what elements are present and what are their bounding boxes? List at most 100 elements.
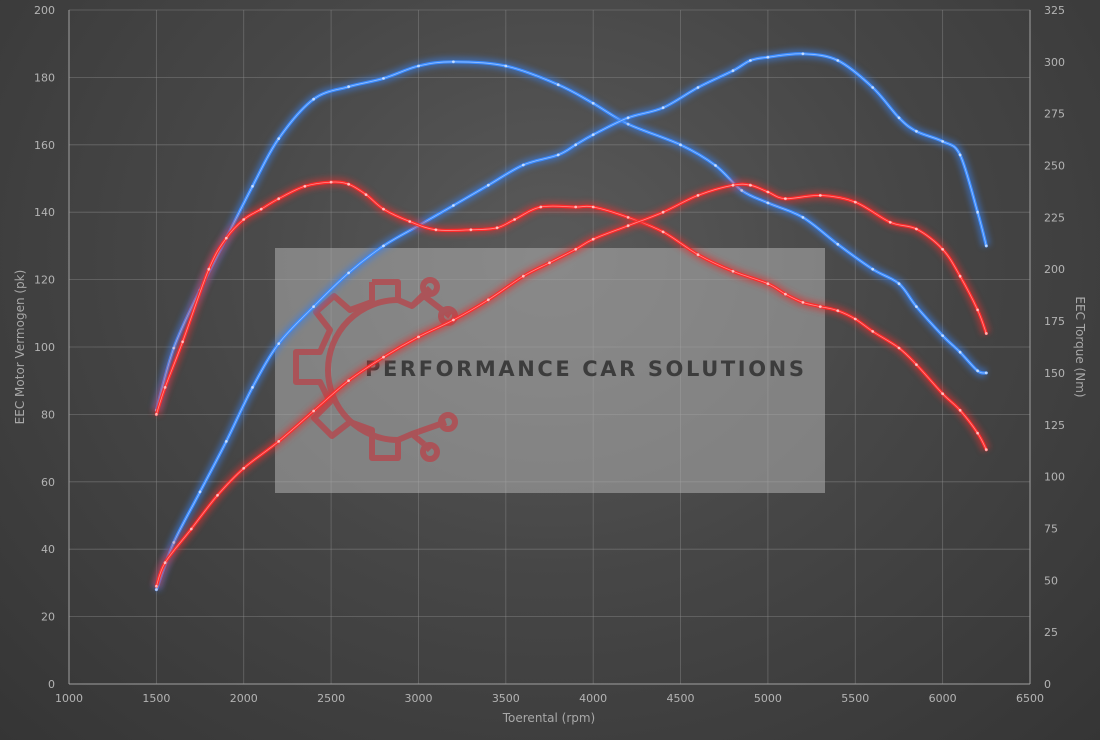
series-layer — [152, 49, 991, 592]
red-left-series — [152, 179, 991, 588]
data-point — [766, 55, 770, 59]
data-point — [224, 440, 228, 443]
y-tick-label: 80 — [41, 408, 55, 421]
series-highlight — [156, 61, 987, 411]
x-tick-label: 3500 — [492, 692, 520, 705]
data-point — [163, 561, 167, 565]
data-point — [626, 116, 630, 120]
data-point — [251, 386, 254, 389]
y2-tick-label: 175 — [1044, 315, 1065, 328]
red-right-series — [152, 177, 991, 452]
data-point — [277, 440, 281, 443]
data-point — [915, 363, 918, 366]
data-point — [784, 197, 787, 201]
data-point — [626, 216, 630, 219]
data-point — [984, 371, 988, 375]
data-point — [329, 180, 333, 184]
data-point — [277, 137, 281, 141]
data-point — [591, 133, 595, 137]
data-point — [766, 190, 770, 194]
y-tick-label: 180 — [34, 71, 55, 84]
data-point — [871, 330, 875, 333]
data-point — [452, 318, 455, 322]
data-point — [189, 527, 193, 531]
series-line — [154, 60, 988, 412]
data-point — [382, 244, 385, 248]
data-point — [801, 52, 805, 56]
data-point — [766, 201, 770, 205]
data-point — [521, 163, 525, 167]
x-tick-label: 3000 — [404, 692, 432, 705]
y2-tick-label: 250 — [1044, 160, 1065, 173]
data-point — [976, 431, 979, 435]
y-tick-label: 60 — [41, 476, 55, 489]
x-tick-label: 4000 — [579, 692, 607, 705]
data-point — [984, 244, 988, 248]
data-point — [513, 218, 516, 221]
data-point — [915, 305, 918, 308]
data-point — [897, 346, 901, 350]
data-point — [198, 490, 202, 494]
data-point — [958, 408, 962, 412]
data-point — [469, 228, 473, 232]
data-point — [941, 140, 944, 143]
data-point — [591, 237, 595, 241]
y2-tick-label: 300 — [1044, 56, 1065, 69]
data-point — [347, 85, 350, 89]
data-point — [871, 86, 875, 89]
data-point — [941, 392, 944, 396]
y2-axis-title: EEC Torque (Nm) — [1073, 296, 1087, 397]
data-point — [958, 350, 962, 354]
y-tick-label: 40 — [41, 543, 55, 556]
data-point — [155, 413, 158, 416]
y-tick-label: 140 — [34, 206, 55, 219]
data-point — [556, 153, 560, 157]
data-point — [417, 335, 420, 339]
data-point — [731, 269, 735, 273]
data-point — [251, 184, 254, 188]
data-point — [984, 448, 988, 452]
data-point — [801, 301, 805, 304]
x-tick-label: 2000 — [230, 692, 258, 705]
data-point — [853, 200, 857, 204]
data-point — [574, 247, 578, 251]
x-tick-label: 4500 — [667, 692, 695, 705]
data-point — [661, 210, 665, 214]
x-tick-label: 1500 — [142, 692, 170, 705]
y-tick-label: 0 — [48, 678, 55, 691]
data-point — [915, 129, 918, 133]
data-point — [452, 204, 455, 207]
data-point — [495, 226, 499, 230]
y2-tick-label: 275 — [1044, 108, 1065, 121]
x-tick-label: 1000 — [55, 692, 83, 705]
data-point — [853, 317, 857, 321]
x-tick-label: 6500 — [1016, 692, 1044, 705]
data-point — [696, 194, 700, 197]
data-point — [784, 292, 787, 296]
data-point — [696, 253, 700, 257]
x-tick-label: 5500 — [841, 692, 869, 705]
tick-labels: 1000 1500 2000 2500 3000 3500 4000 4500 5000 5500… — [34, 4, 1065, 705]
x-axis-title: Toerental (rpm) — [502, 711, 595, 725]
data-point — [731, 69, 735, 73]
data-point — [958, 274, 962, 278]
data-point — [181, 340, 185, 344]
data-point — [976, 210, 979, 214]
data-point — [347, 271, 350, 275]
data-point — [574, 143, 578, 147]
data-point — [364, 193, 368, 197]
y2-tick-label: 25 — [1044, 626, 1058, 639]
data-point — [347, 182, 350, 186]
data-point — [408, 220, 412, 223]
data-point — [801, 216, 805, 219]
data-point — [303, 184, 307, 188]
data-point — [242, 466, 246, 470]
data-point — [871, 267, 875, 271]
data-point — [740, 189, 744, 192]
blue-left-series — [152, 49, 991, 592]
data-point — [976, 308, 979, 312]
data-point — [242, 218, 246, 221]
data-point — [548, 261, 551, 265]
y-tick-label: 100 — [34, 341, 55, 354]
data-point — [661, 106, 665, 110]
